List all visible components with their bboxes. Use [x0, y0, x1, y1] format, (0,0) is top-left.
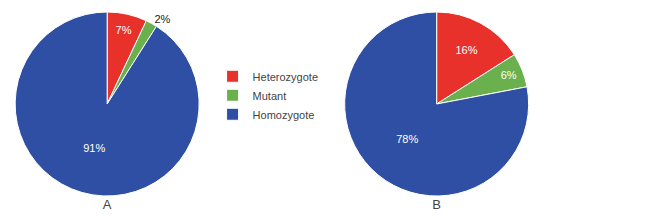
svg-text:7%: 7% — [116, 24, 132, 36]
svg-text:B: B — [432, 197, 441, 212]
svg-text:A: A — [103, 197, 112, 212]
svg-text:16%: 16% — [455, 44, 477, 56]
svg-text:Heterozygote: Heterozygote — [253, 71, 318, 83]
svg-text:Mutant: Mutant — [253, 90, 287, 102]
svg-text:2%: 2% — [154, 13, 170, 25]
svg-text:6%: 6% — [501, 69, 517, 81]
svg-text:78%: 78% — [396, 133, 418, 145]
svg-text:91%: 91% — [83, 142, 105, 154]
svg-text:Homozygote: Homozygote — [253, 109, 315, 121]
